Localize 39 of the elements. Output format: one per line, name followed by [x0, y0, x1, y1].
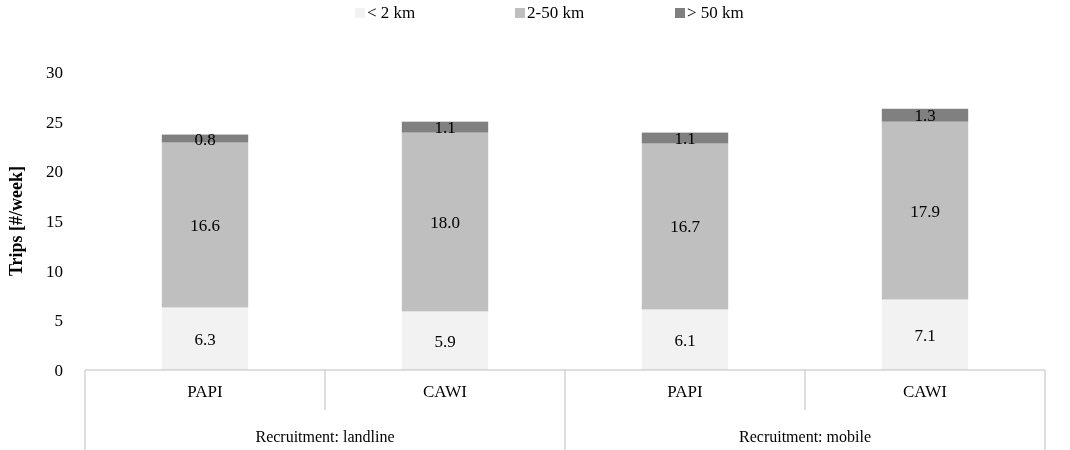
bar [401, 121, 489, 133]
y-tick-label: 20 [46, 162, 63, 182]
x-tick-label: CAWI [903, 382, 948, 401]
data-label: 16.7 [670, 217, 701, 237]
y-tick-label: 30 [46, 63, 63, 82]
bar [641, 143, 729, 310]
data-label: 1.1 [674, 129, 696, 149]
data-label: 5.9 [434, 331, 456, 351]
bar [641, 309, 729, 370]
text: Recruitment: mobile [739, 428, 871, 445]
data-label: 6.3 [194, 329, 216, 349]
y-tick-label: 25 [46, 112, 63, 132]
data-label: 16.6 [190, 215, 220, 235]
data-label: 0.8 [194, 129, 216, 149]
y-axis-title: Trips [#/week] [6, 165, 26, 277]
data-label: 6.1 [674, 330, 696, 350]
data-label: 7.1 [914, 325, 936, 345]
bar [401, 311, 489, 370]
x-tick-label: CAWI [423, 382, 468, 401]
y-tick-label: 15 [46, 212, 63, 231]
data-label: 1.3 [914, 106, 936, 126]
y-tick-label: 10 [46, 261, 63, 281]
data-label: 18.0 [430, 212, 460, 232]
bar [881, 121, 969, 300]
bar [881, 299, 969, 370]
bar [881, 108, 969, 122]
text: Recruitment: landline [255, 428, 395, 445]
bar [641, 132, 729, 144]
bar [161, 307, 249, 370]
data-label: 1.1 [434, 118, 456, 138]
y-tick-label: 5 [54, 311, 63, 331]
legend-label: > 50 km [687, 3, 744, 22]
x-tick-label: PAPI [667, 382, 703, 401]
y-tick-label: 0 [54, 361, 63, 380]
bar [401, 132, 489, 312]
legend-label: < 2 km [367, 3, 416, 22]
data-label: 17.9 [910, 201, 940, 221]
x-tick-label: PAPI [187, 382, 223, 401]
legend-label: 2-50 km [527, 3, 585, 22]
